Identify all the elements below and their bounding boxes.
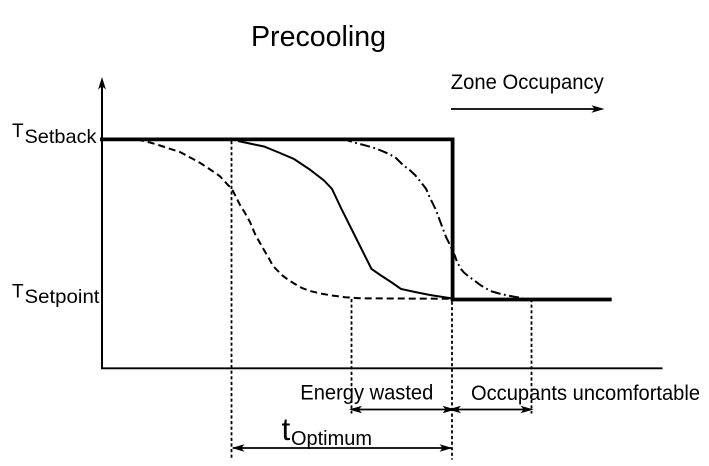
svg-text:Setpoint: Setpoint — [25, 287, 101, 308]
svg-text:T: T — [12, 121, 24, 142]
svg-text:Optimum: Optimum — [291, 428, 372, 450]
svg-text:Energy wasted: Energy wasted — [300, 382, 433, 405]
svg-text:Precooling: Precooling — [251, 21, 386, 53]
svg-text:Zone Occupancy: Zone Occupancy — [451, 71, 604, 94]
svg-text:T: T — [12, 282, 24, 303]
svg-text:Setback: Setback — [25, 127, 97, 148]
svg-text:Occupants uncomfortable: Occupants uncomfortable — [471, 382, 700, 405]
svg-text:t: t — [282, 411, 291, 447]
